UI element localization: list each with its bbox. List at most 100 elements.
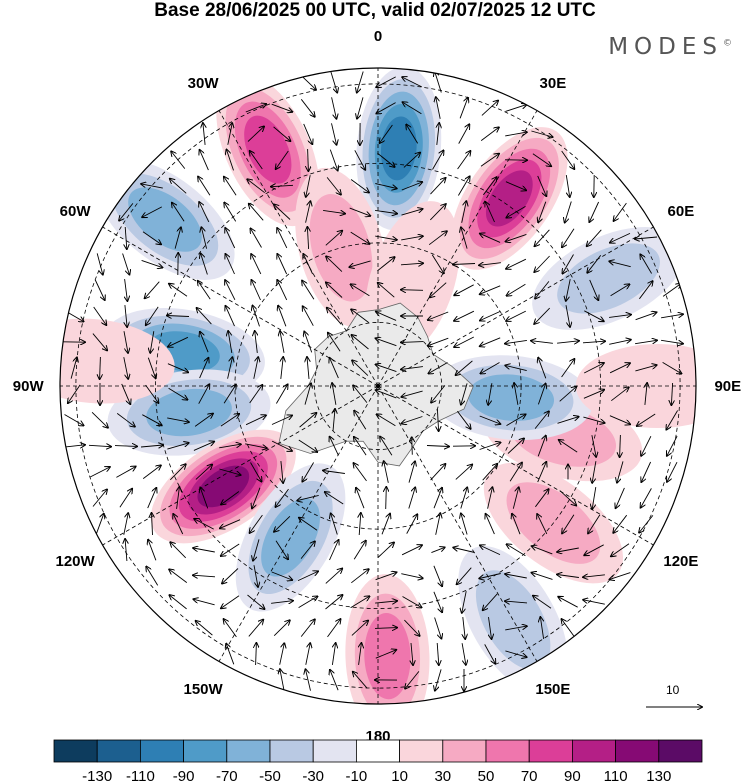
wind-arrow xyxy=(94,279,104,300)
colorbar-swatch xyxy=(528,739,573,763)
wind-arrow xyxy=(384,461,389,483)
wind-arrow xyxy=(512,514,521,535)
wind-arrow xyxy=(534,255,550,272)
wind-arrow xyxy=(219,468,240,475)
wind-arrow xyxy=(561,359,575,378)
wind-arrow xyxy=(140,445,163,447)
colorbar-swatch xyxy=(355,739,400,763)
wind-arrow xyxy=(583,575,605,577)
wind-arrow xyxy=(299,413,317,428)
reference-vector-label: 10 xyxy=(666,683,680,697)
wind-arrow xyxy=(401,342,424,343)
wind-arrow xyxy=(357,97,364,118)
wind-arrow xyxy=(480,285,501,294)
wind-arrow xyxy=(271,185,294,186)
wind-arrow xyxy=(327,308,342,325)
wind-arrow xyxy=(256,643,257,666)
wind-arrow xyxy=(486,514,495,535)
wind-arrow xyxy=(505,601,528,603)
wind-arrow xyxy=(278,306,287,327)
wind-arrow xyxy=(401,545,422,556)
wind-arrow xyxy=(193,599,215,606)
wind-arrow xyxy=(378,283,395,298)
wind-arrow xyxy=(430,282,447,298)
wind-arrow xyxy=(505,181,526,191)
wind-arrow xyxy=(328,333,341,352)
wind-arrow xyxy=(610,572,631,580)
wind-arrow xyxy=(255,331,258,353)
wind-arrow xyxy=(426,446,449,447)
wind-arrow xyxy=(461,383,468,404)
wind-arrow xyxy=(566,279,571,301)
wind-arrow xyxy=(609,340,631,345)
wind-arrow xyxy=(100,356,101,379)
wind-arrow xyxy=(125,279,128,301)
wind-arrow xyxy=(170,179,187,194)
wind-arrow xyxy=(453,264,476,265)
wind-arrow xyxy=(380,124,393,143)
wind-arrow xyxy=(169,569,188,583)
wind-arrow xyxy=(219,444,241,449)
wind-arrow xyxy=(275,540,288,559)
wind-arrow xyxy=(565,305,570,327)
wind-arrow xyxy=(200,332,209,353)
wind-arrow xyxy=(92,333,107,351)
wind-arrow xyxy=(223,385,236,404)
wind-arrow xyxy=(274,515,291,531)
wind-arrow xyxy=(376,364,397,373)
wind-arrow xyxy=(506,233,527,241)
wind-arrow xyxy=(455,465,472,480)
wind-arrow xyxy=(199,202,210,223)
wind-arrow xyxy=(280,669,285,691)
wind-arrow xyxy=(667,461,678,482)
wind-arrow xyxy=(227,123,232,145)
wind-arrow xyxy=(557,341,579,343)
wind-arrow xyxy=(559,490,576,506)
wind-arrow xyxy=(479,263,501,266)
wind-arrow xyxy=(333,409,335,432)
longitude-label: 60W xyxy=(60,203,92,220)
wind-arrow xyxy=(584,310,603,321)
wind-arrow xyxy=(352,335,369,350)
wind-arrow xyxy=(505,105,527,112)
wind-arrow xyxy=(507,439,524,454)
wind-arrow xyxy=(331,97,337,118)
wind-arrow xyxy=(96,253,103,274)
wind-arrow xyxy=(489,617,492,639)
latitude-circle xyxy=(154,162,602,610)
wind-arrow xyxy=(329,149,337,171)
wind-arrow xyxy=(436,97,441,119)
wind-arrow xyxy=(480,127,499,141)
wind-arrow xyxy=(226,254,235,275)
wind-arrow xyxy=(486,202,495,223)
wind-arrow xyxy=(170,542,187,559)
map-border xyxy=(59,67,697,705)
wind-arrow xyxy=(332,643,335,665)
wind-arrow xyxy=(325,595,343,610)
anomaly-contour xyxy=(146,388,232,437)
wind-arrow xyxy=(271,440,292,451)
wind-arrow xyxy=(483,177,496,196)
anomaly-center xyxy=(429,355,593,441)
wind-arrow xyxy=(253,539,260,560)
wind-arrow xyxy=(587,255,602,272)
wind-arrow xyxy=(280,331,285,353)
wind-arrow xyxy=(271,103,293,112)
wind-arrow xyxy=(64,414,84,426)
wind-arrow xyxy=(325,569,342,584)
wind-arrow xyxy=(146,306,159,325)
wind-arrow xyxy=(405,671,420,688)
wind-arrow xyxy=(637,413,656,426)
wind-arrow xyxy=(326,256,343,272)
wind-arrow xyxy=(150,331,155,353)
wind-arrow xyxy=(300,99,314,116)
reference-vector: 10 xyxy=(646,683,702,707)
wind-arrow xyxy=(563,254,574,274)
brand-logo: MODES© xyxy=(608,34,732,60)
wind-arrow xyxy=(433,488,442,509)
wind-arrow xyxy=(562,228,575,247)
wind-arrow xyxy=(401,573,422,579)
wind-arrow xyxy=(505,650,526,657)
wind-arrow xyxy=(535,489,548,508)
wind-arrow xyxy=(352,360,369,376)
